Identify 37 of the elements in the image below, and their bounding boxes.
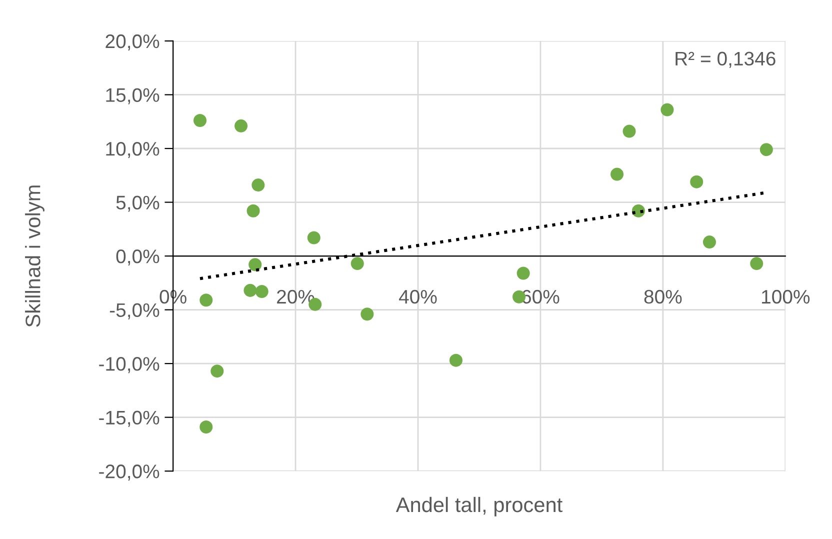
y-tick-label: -15,0% <box>99 410 160 427</box>
x-axis-title: Andel tall, procent <box>396 496 562 516</box>
y-axis-title: Skillnad i volym <box>25 186 44 327</box>
point <box>200 294 213 307</box>
point <box>307 231 320 244</box>
y-tick-label: -10,0% <box>99 357 160 374</box>
point <box>350 257 364 270</box>
point <box>690 175 704 188</box>
point <box>702 236 716 249</box>
point <box>234 119 248 132</box>
point <box>449 354 462 367</box>
point <box>193 114 207 128</box>
point <box>246 204 260 218</box>
point <box>622 124 636 138</box>
point <box>760 143 773 156</box>
y-tick-label: 10,0% <box>106 142 160 158</box>
point <box>210 364 224 378</box>
y-tick-label: 15,0% <box>106 88 160 104</box>
y-tick-label: -5,0% <box>110 303 160 320</box>
point <box>660 103 674 116</box>
x-tick-label: 40% <box>398 290 437 304</box>
point <box>516 266 530 280</box>
x-tick-label: 80% <box>644 290 682 304</box>
point <box>360 308 374 321</box>
y-tick-label: 20,0% <box>106 34 160 50</box>
x-tick-label: 100% <box>762 290 810 304</box>
y-tick-label: 0,0% <box>116 249 160 266</box>
point <box>255 285 268 298</box>
point <box>610 168 624 181</box>
y-tick-label: -20,0% <box>99 464 160 481</box>
point <box>750 257 764 270</box>
point <box>200 420 213 434</box>
y-tick-label: 5,0% <box>116 196 160 212</box>
point <box>252 178 265 192</box>
annotation: R² = 0,1346 <box>676 52 776 68</box>
point <box>248 258 262 272</box>
point <box>244 284 257 297</box>
